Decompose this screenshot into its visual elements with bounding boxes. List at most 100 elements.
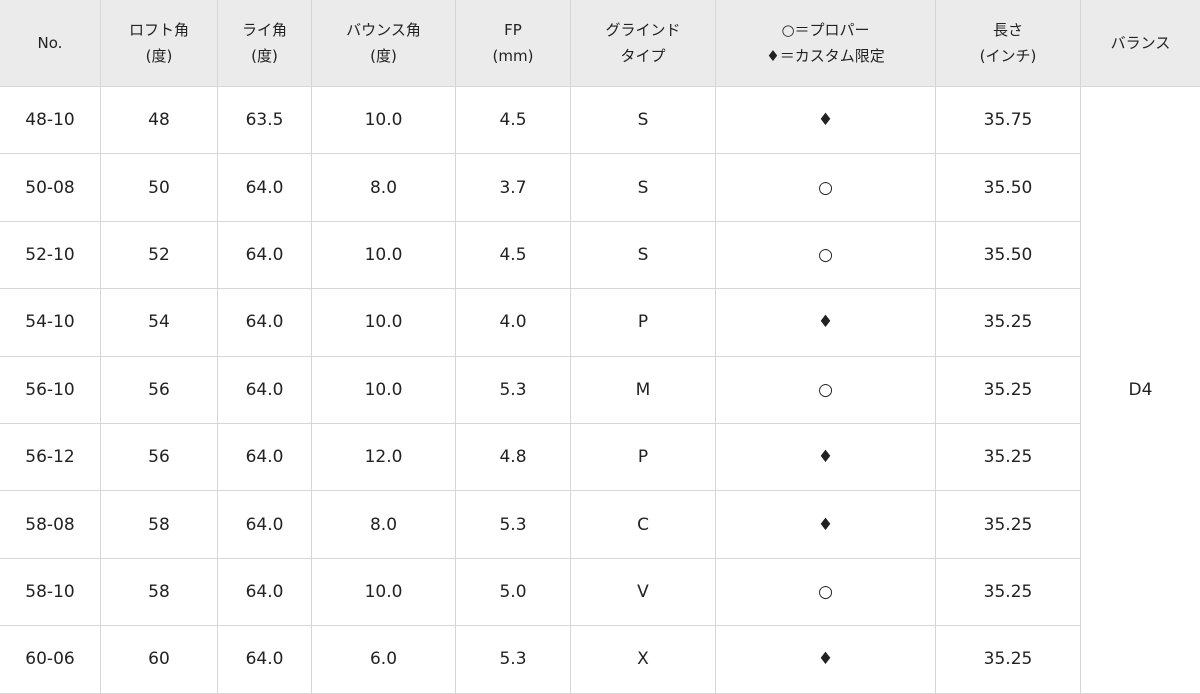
header-line: タイプ [571,43,715,69]
cell-bounce: 6.0 [312,626,456,693]
cell-lie: 64.0 [218,356,312,423]
header-line: バウンス角 [312,17,455,43]
cell-length: 35.25 [936,356,1081,423]
header-line: (mm) [456,43,570,69]
cell-bounce: 10.0 [312,221,456,288]
cell-fp: 5.3 [456,626,571,693]
cell-lie: 63.5 [218,87,312,154]
header-fp: FP(mm) [456,0,571,87]
cell-grind: S [571,221,716,288]
cell-lie: 64.0 [218,558,312,625]
cell-lie: 64.0 [218,626,312,693]
cell-balance: D4 [1081,87,1200,694]
header-line: ロフト角 [101,17,217,43]
cell-availability: ♦ [716,87,936,154]
cell-loft: 58 [101,558,218,625]
cell-length: 35.25 [936,491,1081,558]
cell-fp: 4.5 [456,87,571,154]
cell-bounce: 8.0 [312,154,456,221]
cell-bounce: 10.0 [312,289,456,356]
cell-length: 35.25 [936,289,1081,356]
header-line: (度) [101,43,217,69]
cell-fp: 5.0 [456,558,571,625]
cell-availability: ♦ [716,491,936,558]
cell-loft: 52 [101,221,218,288]
cell-no: 54-10 [0,289,101,356]
cell-fp: 3.7 [456,154,571,221]
cell-fp: 5.3 [456,491,571,558]
cell-loft: 58 [101,491,218,558]
cell-lie: 64.0 [218,423,312,490]
header-line: ○＝プロパー [716,17,935,43]
cell-grind: S [571,154,716,221]
header-line: (インチ) [936,43,1080,69]
cell-no: 58-10 [0,558,101,625]
header-availability: ○＝プロパー♦＝カスタム限定 [716,0,936,87]
cell-grind: P [571,423,716,490]
cell-grind: C [571,491,716,558]
header-row: No.ロフト角(度)ライ角(度)バウンス角(度)FP(mm)グラインドタイプ○＝… [0,0,1200,87]
cell-no: 52-10 [0,221,101,288]
cell-lie: 64.0 [218,154,312,221]
cell-loft: 56 [101,423,218,490]
cell-fp: 4.5 [456,221,571,288]
cell-availability: ○ [716,356,936,423]
header-no: No. [0,0,101,87]
cell-no: 56-10 [0,356,101,423]
header-line: No. [0,30,100,56]
cell-fp: 5.3 [456,356,571,423]
cell-grind: S [571,87,716,154]
header-line: 長さ [936,17,1080,43]
cell-grind: X [571,626,716,693]
cell-lie: 64.0 [218,289,312,356]
cell-availability: ♦ [716,423,936,490]
cell-no: 56-12 [0,423,101,490]
cell-grind: M [571,356,716,423]
cell-loft: 56 [101,356,218,423]
cell-length: 35.50 [936,154,1081,221]
cell-length: 35.25 [936,558,1081,625]
cell-lie: 64.0 [218,221,312,288]
cell-no: 48-10 [0,87,101,154]
cell-lie: 64.0 [218,491,312,558]
cell-bounce: 10.0 [312,356,456,423]
header-lie: ライ角(度) [218,0,312,87]
header-grind: グラインドタイプ [571,0,716,87]
header-line: バランス [1081,30,1200,56]
header-line: FP [456,17,570,43]
cell-bounce: 10.0 [312,558,456,625]
cell-availability: ♦ [716,626,936,693]
cell-bounce: 12.0 [312,423,456,490]
cell-loft: 48 [101,87,218,154]
cell-availability: ○ [716,221,936,288]
header-line: (度) [312,43,455,69]
cell-length: 35.25 [936,423,1081,490]
header-bounce: バウンス角(度) [312,0,456,87]
cell-no: 50-08 [0,154,101,221]
cell-length: 35.75 [936,87,1081,154]
cell-availability: ♦ [716,289,936,356]
cell-bounce: 10.0 [312,87,456,154]
cell-loft: 54 [101,289,218,356]
header-loft: ロフト角(度) [101,0,218,87]
cell-loft: 50 [101,154,218,221]
header-line: ♦＝カスタム限定 [716,43,935,69]
cell-no: 58-08 [0,491,101,558]
cell-grind: V [571,558,716,625]
header-line: (度) [218,43,311,69]
cell-loft: 60 [101,626,218,693]
header-length: 長さ(インチ) [936,0,1081,87]
cell-grind: P [571,289,716,356]
cell-fp: 4.8 [456,423,571,490]
header-line: グラインド [571,17,715,43]
cell-fp: 4.0 [456,289,571,356]
